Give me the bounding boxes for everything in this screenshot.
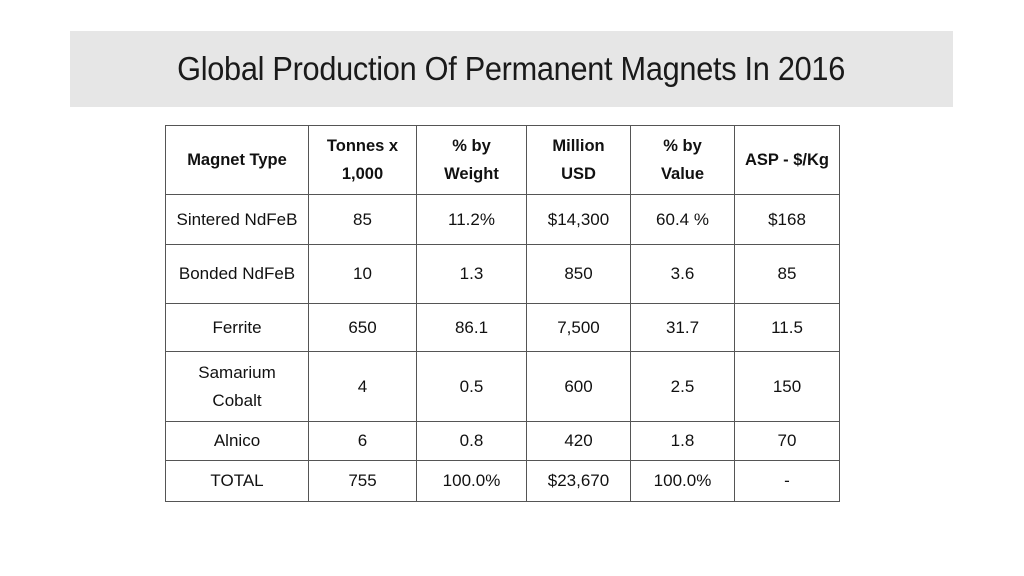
cell-pct-value: 60.4 % (630, 194, 735, 245)
cell-asp: 11.5 (734, 303, 840, 352)
cell-million-usd: $23,670 (526, 460, 631, 502)
cell-tonnes: 4 (308, 351, 417, 422)
cell-asp: 150 (734, 351, 840, 422)
cell-pct-weight: 1.3 (416, 244, 527, 304)
cell-pct-weight: 0.5 (416, 351, 527, 422)
cell-million-usd: 7,500 (526, 303, 631, 352)
table-row: Bonded NdFeB 10 1.3 850 3.6 85 (165, 244, 840, 304)
cell-million-usd: 850 (526, 244, 631, 304)
cell-pct-weight: 0.8 (416, 421, 527, 461)
title-banner: Global Production Of Permanent Magnets I… (70, 31, 953, 107)
header-pct-value: % by Value (630, 125, 735, 195)
table-row: Ferrite 650 86.1 7,500 31.7 11.5 (165, 303, 840, 352)
total-row: TOTAL 755 100.0% $23,670 100.0% - (165, 460, 840, 502)
header-row: Magnet Type Tonnes x 1,000 % by Weight Mil… (165, 125, 840, 195)
cell-pct-value: 31.7 (630, 303, 735, 352)
cell-asp: 70 (734, 421, 840, 461)
cell-tonnes: 85 (308, 194, 417, 245)
table-row: Alnico 6 0.8 420 1.8 70 (165, 421, 840, 461)
cell-million-usd: $14,300 (526, 194, 631, 245)
cell-tonnes: 10 (308, 244, 417, 304)
cell-pct-value: 1.8 (630, 421, 735, 461)
cell-asp: 85 (734, 244, 840, 304)
cell-pct-value: 100.0% (630, 460, 735, 502)
cell-tonnes: 650 (308, 303, 417, 352)
header-tonnes: Tonnes x 1,000 (308, 125, 417, 195)
cell-tonnes: 755 (308, 460, 417, 502)
cell-magnet-type: TOTAL (165, 460, 309, 502)
cell-pct-weight: 100.0% (416, 460, 527, 502)
cell-pct-weight: 86.1 (416, 303, 527, 352)
cell-magnet-type: Alnico (165, 421, 309, 461)
table-row: Samarium Cobalt 4 0.5 600 2.5 150 (165, 351, 840, 422)
cell-pct-weight: 11.2% (416, 194, 527, 245)
header-asp: ASP - $/Kg (734, 125, 840, 195)
cell-tonnes: 6 (308, 421, 417, 461)
cell-magnet-type: Sintered NdFeB (165, 194, 309, 245)
cell-magnet-type: Bonded NdFeB (165, 244, 309, 304)
header-million-usd: Million USD (526, 125, 631, 195)
cell-million-usd: 420 (526, 421, 631, 461)
cell-asp: - (734, 460, 840, 502)
cell-magnet-type: Ferrite (165, 303, 309, 352)
cell-pct-value: 2.5 (630, 351, 735, 422)
magnet-production-table: Magnet Type Tonnes x 1,000 % by Weight Mil… (165, 125, 840, 502)
cell-magnet-type: Samarium Cobalt (165, 351, 309, 422)
cell-million-usd: 600 (526, 351, 631, 422)
cell-asp: $168 (734, 194, 840, 245)
slide-title: Global Production Of Permanent Magnets I… (177, 50, 846, 87)
cell-pct-value: 3.6 (630, 244, 735, 304)
header-magnet-type: Magnet Type (165, 125, 309, 195)
header-pct-weight: % by Weight (416, 125, 527, 195)
table-row: Sintered NdFeB 85 11.2% $14,300 60.4 % $… (165, 194, 840, 245)
